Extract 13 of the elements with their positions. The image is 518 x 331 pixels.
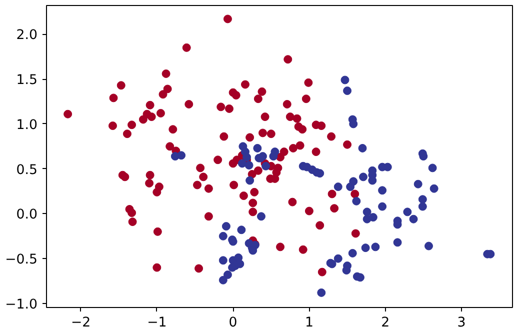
y-tick-label: −0.5 (5, 252, 38, 268)
y-tick-label: −1.0 (5, 297, 38, 312)
x-tick-label: −2 (70, 316, 91, 330)
x-tick-label: 0 (228, 316, 238, 330)
y-tick-label: 2.0 (16, 28, 38, 44)
y-tick-label: 0.5 (16, 162, 38, 178)
x-tick-label: 1 (304, 316, 314, 330)
x-tick-label: 3 (457, 316, 466, 330)
x-tick-label: −1 (147, 316, 167, 330)
y-tick-label: 1.5 (16, 73, 38, 88)
x-tick-label: 2 (381, 316, 390, 330)
y-tick-label: 0.0 (16, 208, 38, 223)
y-tick-label: 1.0 (16, 118, 38, 133)
